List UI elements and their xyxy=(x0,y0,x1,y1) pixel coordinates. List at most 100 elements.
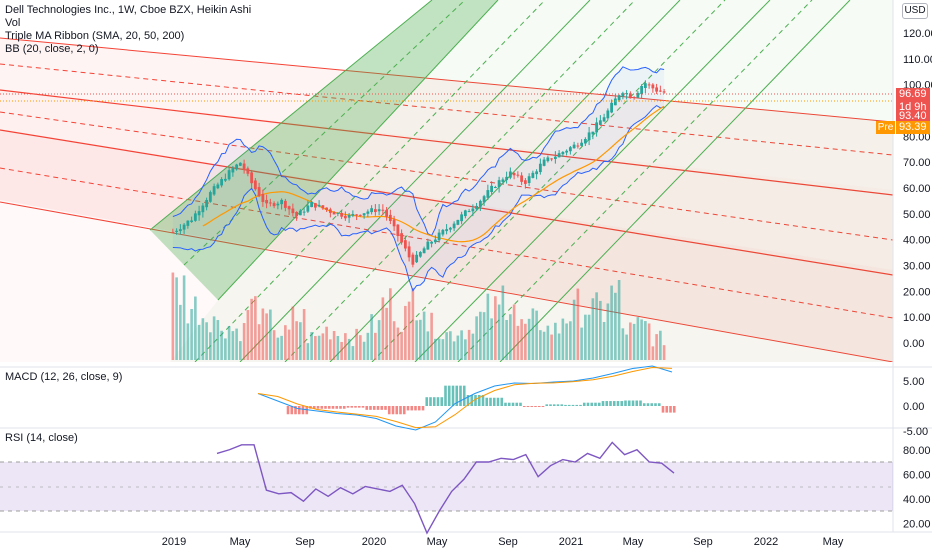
vol-legend[interactable]: Vol xyxy=(5,17,21,29)
macd-histogram-bar xyxy=(549,404,552,406)
macd-histogram-bar xyxy=(384,406,387,410)
macd-histogram-bar xyxy=(567,404,571,406)
symbol-title[interactable]: Dell Technologies Inc., 1W, Cboe BZX, He… xyxy=(5,4,252,16)
candle-body xyxy=(651,84,655,89)
candle-body xyxy=(602,117,606,122)
macd-histogram-bar xyxy=(515,402,519,406)
macd-histogram-bar xyxy=(665,406,669,413)
volume-bar xyxy=(325,326,328,360)
volume-bar xyxy=(216,320,220,360)
macd-tick-label: -5.00 xyxy=(903,426,928,438)
macd-histogram-bar xyxy=(481,395,485,406)
rsi-tick-label: 80.00 xyxy=(903,445,931,457)
macd-histogram-bar xyxy=(402,406,406,415)
macd-histogram-bar xyxy=(301,406,305,415)
candle-body xyxy=(246,168,250,174)
candle-body xyxy=(643,83,647,88)
candle-body xyxy=(193,213,197,221)
volume-bar xyxy=(505,319,508,360)
macd-histogram-bar xyxy=(669,406,672,413)
volume-bar xyxy=(610,285,613,360)
volume-bar xyxy=(359,335,362,360)
volume-bar xyxy=(370,314,373,360)
volume-bar xyxy=(606,303,610,360)
macd-histogram-bar xyxy=(474,395,477,406)
macd-histogram-bar xyxy=(534,406,537,407)
candle-body xyxy=(658,90,662,92)
legend: Dell Technologies Inc., 1W, Cboe BZX, He… xyxy=(5,4,251,56)
bb-upper xyxy=(172,66,665,237)
candle-body xyxy=(208,192,212,202)
macd-signal-line xyxy=(257,366,673,429)
price-tick-label: 0.00 xyxy=(903,338,924,350)
volume-bar xyxy=(486,293,490,360)
volume-bar xyxy=(179,304,182,360)
last-price-tag: 96.69 xyxy=(896,88,930,101)
price-tick-label: 20.00 xyxy=(903,286,931,298)
bb-legend[interactable]: BB (20, close, 2, 0) xyxy=(5,43,99,55)
rsi-tick-label: 20.00 xyxy=(903,518,931,530)
volume-bar xyxy=(651,346,655,360)
currency-button[interactable]: USD xyxy=(902,3,928,19)
candle-body xyxy=(283,200,287,208)
macd-histogram-bar xyxy=(631,400,635,406)
candle-body xyxy=(302,211,306,213)
candle-body xyxy=(617,95,621,101)
ma-ribbon-legend[interactable]: Triple MA Ribbon (SMA, 20, 50, 200) xyxy=(5,30,185,42)
candle-body xyxy=(640,85,644,95)
candle-body xyxy=(418,252,422,257)
volume-bar xyxy=(497,304,501,360)
macd-histogram-bar xyxy=(500,397,504,406)
candle-body xyxy=(377,209,381,212)
time-tick-label: 2019 xyxy=(162,536,186,548)
candle-body xyxy=(452,223,456,229)
candle-body xyxy=(445,229,449,232)
candle-body xyxy=(448,227,452,230)
candle-body xyxy=(587,132,591,141)
volume-bar xyxy=(576,288,580,360)
candle-body xyxy=(415,254,419,263)
candle-body xyxy=(583,138,587,144)
volume-bar xyxy=(629,322,632,360)
candle-body xyxy=(531,172,535,178)
time-tick-label: May xyxy=(823,536,844,548)
volume-bar xyxy=(636,317,640,360)
volume-bar xyxy=(419,319,422,360)
macd-histogram-bar xyxy=(421,406,425,411)
candle-body xyxy=(332,212,336,215)
volume-bar xyxy=(209,332,212,360)
candle-body xyxy=(175,230,179,232)
candle-body xyxy=(475,206,479,210)
macd-histogram-bar xyxy=(365,406,369,410)
volume-bar xyxy=(422,311,426,360)
volume-bar xyxy=(404,305,407,360)
candle-body xyxy=(426,241,430,250)
volume-bar xyxy=(321,333,325,360)
green-channel-fill-light xyxy=(170,0,893,362)
candle-body xyxy=(265,199,269,204)
price-axis[interactable]: 120.00110.00100.0090.0080.0070.0060.0050… xyxy=(903,28,932,350)
rsi-title[interactable]: RSI (14, close) xyxy=(5,432,78,444)
volume-bar xyxy=(580,327,583,360)
macd-histogram-bar xyxy=(429,397,432,406)
macd-histogram-bar xyxy=(560,404,564,406)
macd-histogram-bar xyxy=(627,400,631,406)
volume-bar xyxy=(617,280,621,360)
price-tick-label: 40.00 xyxy=(903,235,931,247)
volume-bar xyxy=(621,328,625,360)
macd-histogram-bar xyxy=(541,406,545,407)
volume-bar xyxy=(456,335,460,360)
volume-bars xyxy=(171,272,666,360)
candle-body xyxy=(340,213,344,217)
macd-histogram-bar xyxy=(511,402,515,406)
candle-body xyxy=(527,176,531,183)
volume-bar xyxy=(449,331,452,360)
candle-body xyxy=(178,229,182,232)
volume-bar xyxy=(640,319,643,360)
candle-body xyxy=(655,87,659,92)
macd-title[interactable]: MACD (12, 26, close, 9) xyxy=(5,371,123,383)
time-axis[interactable]: 2019 May Sep 2020 May Sep 2021 May Sep 2022 May xyxy=(162,536,844,548)
candle-body xyxy=(201,205,205,213)
candle-body xyxy=(565,150,569,153)
